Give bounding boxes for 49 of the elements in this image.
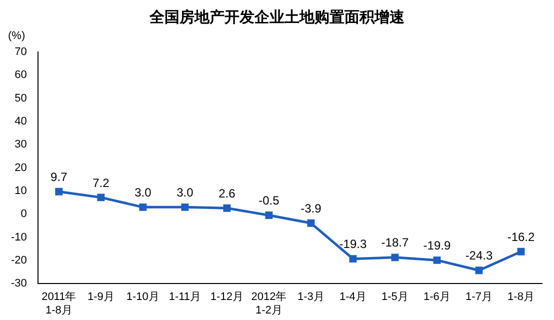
point [55,188,63,196]
y-tick-label: -10 [10,231,27,244]
point [433,256,441,264]
x-tick-label: 1-3月 [298,291,324,304]
y-tick-label: 70 [14,46,27,58]
x-tick-label: 1-9月 [87,291,114,304]
y-tick-label: 50 [14,92,27,104]
data-label: -16.2 [507,230,535,244]
x-tick-label: 1-4月 [340,291,366,304]
y-tick-label: -30 [10,278,27,290]
data-label: -19.9 [423,238,451,253]
x-tick-label: 1-6月 [424,291,450,304]
data-label: -3.9 [300,201,322,216]
data-label: -24.3 [465,248,493,263]
point [97,194,105,202]
y-tick-label: 40 [14,116,27,128]
data-label: 2.6 [218,186,236,200]
point [391,254,399,262]
y-tick-label: 30 [14,138,27,151]
point [181,203,189,211]
x-tick-label: 1-12月 [210,291,244,304]
chart-title: 全国房地产开发企业土地购置面积增速 [148,8,406,27]
data-label: 7.2 [92,176,110,190]
x-tick-label: 2011年 1-8月 [42,291,76,316]
point [223,204,231,212]
x-tick-label: 1-10月 [126,291,160,304]
y-tick-label: 10 [14,184,27,197]
x-tick-label: 1-8月 [508,291,534,304]
y-tick-label: 0 [20,208,27,220]
data-label: -0.5 [258,194,280,208]
point [517,248,525,256]
x-tick-label: 1-7月 [466,291,492,304]
y-tick-label: 60 [14,69,27,82]
data-label: 3.0 [134,185,152,200]
point [307,219,315,227]
data-label: 3.0 [176,185,194,200]
x-tick-label: 1-11月 [168,291,202,304]
data-label: -18.7 [381,236,409,250]
x-tick-label: 2012年 1-2月 [251,291,287,316]
data-label: 9.7 [50,170,68,184]
point [349,255,357,263]
point [475,266,483,274]
point [265,212,273,220]
x-tick-label: 1-5月 [382,291,408,304]
y-tick-label: -20 [10,254,27,266]
y-tick-label: 20 [14,162,27,174]
y-axis-title: (%) [8,30,26,42]
data-label: -19.3 [339,237,367,252]
point [139,203,147,211]
